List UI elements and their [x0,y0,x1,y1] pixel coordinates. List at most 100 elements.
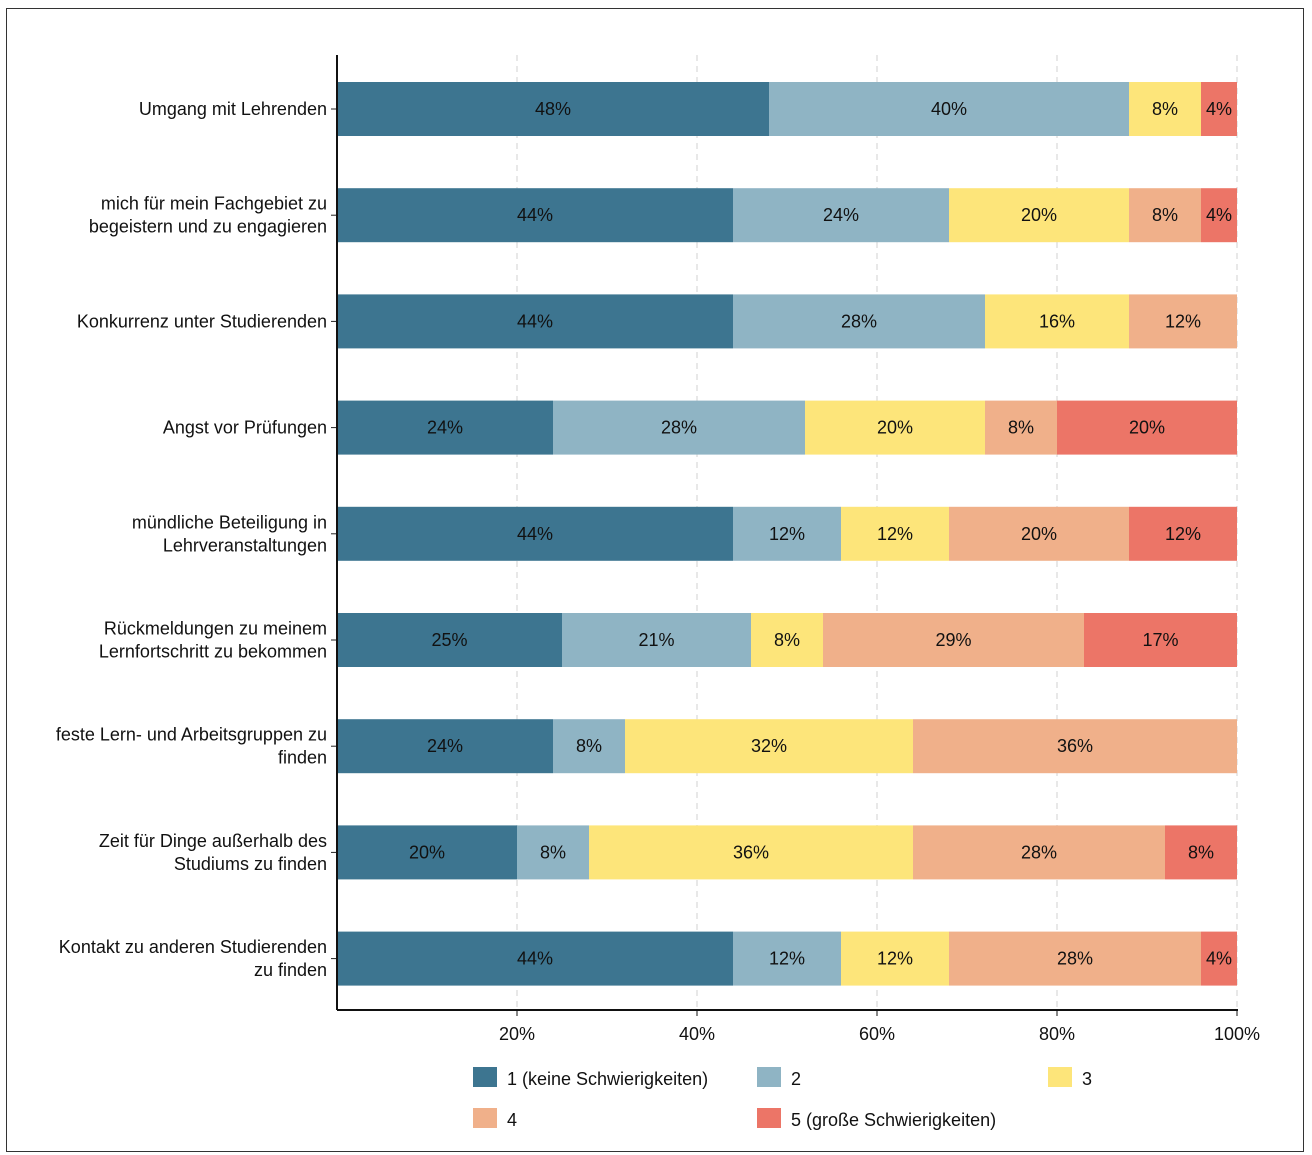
data-label-3-series-1: 44% [517,311,553,331]
data-label-9-series-4: 28% [1057,949,1093,969]
bar-segment-4-series-5 [1057,400,1237,455]
data-label-2-series-3: 20% [1021,205,1057,225]
bar-segment-9-series-5 [1201,931,1237,986]
bar-segment-1-series-1 [337,82,769,136]
bar-segment-6-series-2 [562,613,751,667]
data-label-9-series-1: 44% [517,949,553,969]
data-label-6-series-3: 8% [774,630,800,650]
data-label-5-series-3: 12% [877,524,913,544]
bar-segment-2-series-4 [1129,188,1201,243]
bar-segment-5-series-4 [949,506,1129,561]
data-label-4-series-5: 20% [1129,418,1165,438]
category-label-4: Angst vor Prüfungen [163,418,327,438]
x-tick-label-20: 20% [499,1024,535,1044]
data-label-8-series-1: 20% [409,842,445,862]
bar-segment-4-series-4 [985,400,1057,455]
data-label-9-series-5: 4% [1206,949,1232,969]
legend-label-3: 3 [1082,1069,1092,1089]
bar-segment-5-series-1 [337,506,733,561]
category-label-3: Konkurrenz unter Studierenden [77,311,327,331]
bar-segment-2-series-2 [733,188,949,243]
bar-segment-8-series-5 [1165,825,1237,880]
data-label-4-series-2: 28% [661,418,697,438]
bar-segment-8-series-1 [337,825,517,880]
data-label-5-series-2: 12% [769,524,805,544]
bar-segment-4-series-2 [553,400,805,455]
category-label-9-line-2: zu finden [254,960,327,980]
bar-segment-7-series-3 [625,719,913,774]
bar-segment-8-series-4 [913,825,1165,880]
data-label-8-series-3: 36% [733,842,769,862]
data-label-1-series-2: 40% [931,99,967,119]
category-label-9-line-1: Kontakt zu anderen Studierenden [59,937,327,957]
data-label-2-series-5: 4% [1206,205,1232,225]
category-label-6-line-2: Lernfortschritt zu bekommen [99,642,327,662]
data-label-6-series-1: 25% [431,630,467,650]
x-tick-label-40: 40% [679,1024,715,1044]
bar-segment-5-series-3 [841,506,949,561]
category-label-7-line-1: feste Lern- und Arbeitsgruppen zu [56,725,327,745]
data-label-6-series-4: 29% [935,630,971,650]
data-label-3-series-4: 12% [1165,311,1201,331]
bar-segment-1-series-2 [769,82,1129,136]
data-label-4-series-3: 20% [877,418,913,438]
category-label-5-line-1: mündliche Beteiligung in [132,512,327,532]
legend-swatch-5 [757,1108,781,1128]
bar-segment-8-series-2 [517,825,589,880]
data-label-4-series-4: 8% [1008,418,1034,438]
legend-swatch-4 [473,1108,497,1128]
legend-label-1: 1 (keine Schwierigkeiten) [507,1069,708,1089]
category-label-2-line-2: begeistern und zu engagieren [89,217,327,237]
bar-segment-3-series-1 [337,294,733,349]
data-label-1-series-1: 48% [535,99,571,119]
bar-segment-1-series-5 [1201,82,1237,136]
data-label-5-series-4: 20% [1021,524,1057,544]
data-label-7-series-3: 32% [751,736,787,756]
bar-segment-4-series-1 [337,400,553,455]
bar-segment-6-series-3 [751,613,823,667]
bar-segment-7-series-1 [337,719,553,774]
legend-swatch-3 [1048,1067,1072,1087]
data-label-7-series-2: 8% [576,736,602,756]
data-label-8-series-5: 8% [1188,842,1214,862]
bar-segment-5-series-2 [733,506,841,561]
data-label-1-series-5: 4% [1206,99,1232,119]
legend-swatch-1 [473,1067,497,1087]
category-label-8-line-2: Studiums zu finden [174,854,327,874]
bar-segment-5-series-5 [1129,506,1237,561]
bar-segment-9-series-2 [733,931,841,986]
legend-label-2: 2 [791,1069,801,1089]
legend-label-5: 5 (große Schwierigkeiten) [791,1110,996,1130]
bar-segment-7-series-4 [913,719,1237,774]
bar-segment-3-series-3 [985,294,1129,349]
bar-segment-3-series-2 [733,294,985,349]
bar-segment-7-series-2 [553,719,625,774]
x-tick-label-80: 80% [1039,1024,1075,1044]
category-label-6-line-1: Rückmeldungen zu meinem [104,619,327,639]
data-label-8-series-4: 28% [1021,842,1057,862]
category-label-8-line-1: Zeit für Dinge außerhalb des [99,831,327,851]
data-label-7-series-1: 24% [427,736,463,756]
data-label-9-series-2: 12% [769,949,805,969]
bar-segment-6-series-1 [337,613,562,667]
data-label-6-series-5: 17% [1142,630,1178,650]
bar-segment-9-series-1 [337,931,733,986]
bar-segment-2-series-3 [949,188,1129,243]
bar-segment-6-series-4 [823,613,1084,667]
data-label-1-series-3: 8% [1152,99,1178,119]
data-label-5-series-5: 12% [1165,524,1201,544]
legend-swatch-2 [757,1067,781,1087]
data-label-7-series-4: 36% [1057,736,1093,756]
category-label-1: Umgang mit Lehrenden [139,99,327,119]
data-label-3-series-2: 28% [841,311,877,331]
data-label-3-series-3: 16% [1039,311,1075,331]
bar-segment-6-series-5 [1084,613,1237,667]
bar-segment-4-series-3 [805,400,985,455]
data-label-5-series-1: 44% [517,524,553,544]
data-label-8-series-2: 8% [540,842,566,862]
data-label-9-series-3: 12% [877,949,913,969]
data-label-2-series-4: 8% [1152,205,1178,225]
data-label-4-series-1: 24% [427,418,463,438]
category-label-7-line-2: finden [278,748,327,768]
